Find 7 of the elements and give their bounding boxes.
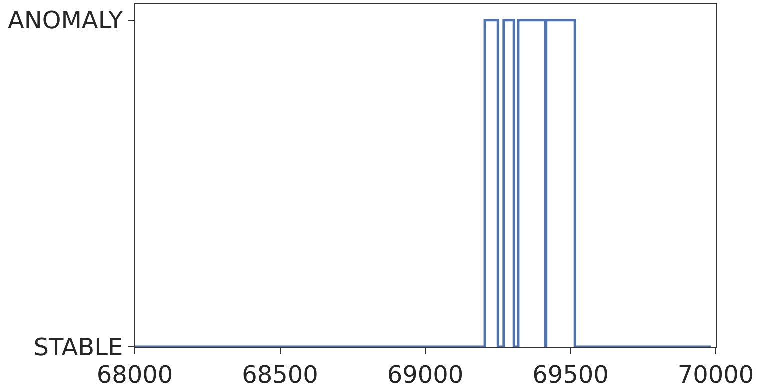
category-label: ANOMALY — [8, 6, 124, 35]
category-label: STABLE — [34, 333, 124, 362]
x-tick-label: 68000 — [96, 360, 174, 389]
x-tick-label: 69500 — [532, 360, 609, 389]
x-tick-label: 68500 — [242, 360, 318, 389]
x-tick-label: 70000 — [678, 360, 754, 389]
x-tick-label: 69000 — [387, 360, 464, 389]
